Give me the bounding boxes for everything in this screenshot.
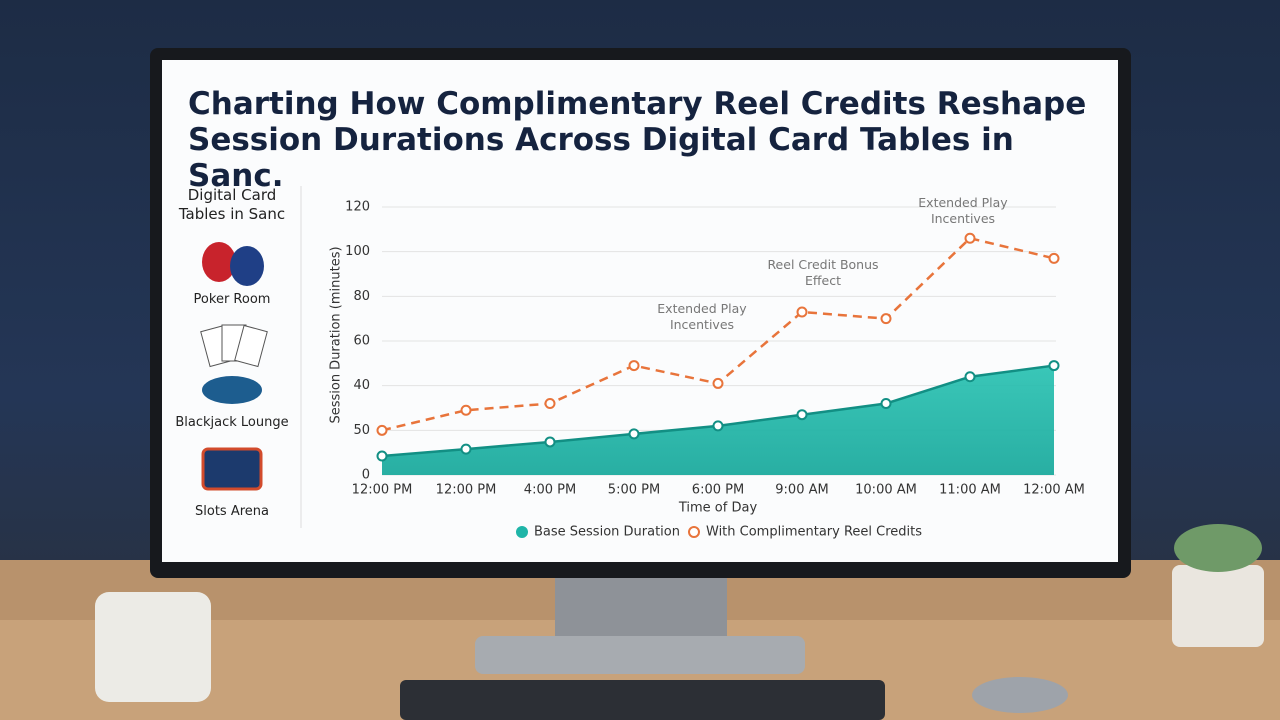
area — [382, 365, 1054, 475]
point — [880, 398, 892, 410]
point — [712, 377, 724, 389]
y-tick-label: 60 — [353, 334, 370, 349]
monitor-base — [475, 636, 805, 674]
point — [964, 232, 976, 244]
y-tick-label: 0 — [362, 468, 370, 483]
x-tick-label: 9:00 AM — [775, 483, 828, 498]
plant-pot — [1172, 565, 1264, 647]
x-tick-label: 10:00 AM — [855, 483, 917, 498]
point — [964, 371, 976, 383]
point — [628, 428, 640, 440]
point — [1048, 360, 1060, 372]
keyboard — [400, 680, 885, 720]
point — [1048, 252, 1060, 264]
point — [796, 306, 808, 318]
x-tick-label: 11:00 AM — [939, 483, 1001, 498]
x-tick-label: 12:00 PM — [436, 483, 497, 498]
point — [544, 398, 556, 410]
legend-marker — [516, 526, 528, 538]
point — [544, 436, 556, 448]
poker-icon — [202, 242, 264, 286]
mouse — [972, 677, 1068, 713]
point — [376, 450, 388, 462]
x-tick-label: 6:00 PM — [692, 483, 744, 498]
point — [712, 420, 724, 432]
legend-label: Base Session Duration — [534, 525, 680, 540]
annotation: Extended Play Incentives — [657, 301, 747, 332]
chart-title: Charting How Complimentary Reel Credits … — [188, 86, 1087, 194]
legend-label: With Complimentary Reel Credits — [706, 525, 922, 540]
slots-icon — [201, 447, 263, 491]
point — [880, 313, 892, 325]
mug — [95, 592, 211, 702]
cards-icon — [200, 324, 268, 368]
point — [376, 424, 388, 436]
x-tick-label: 12:00 PM — [352, 483, 413, 498]
y-tick-label: 120 — [345, 200, 370, 215]
sidebar-title: Digital Card Tables in Sanc — [178, 186, 286, 223]
point — [796, 409, 808, 421]
annotation: Reel Credit Bonus Effect — [767, 257, 879, 288]
point — [460, 443, 472, 455]
y-tick-label: 80 — [353, 289, 370, 304]
plant — [1174, 524, 1262, 572]
sidebar-item: Slots Arena — [195, 504, 269, 519]
screen — [162, 60, 1118, 562]
x-tick-label: 5:00 PM — [608, 483, 660, 498]
y-tick-label: 50 — [353, 423, 370, 438]
y-axis-label: Session Duration (minutes) — [329, 246, 344, 423]
x-axis-label: Time of Day — [678, 501, 758, 516]
annotation: Extended Play Incentives — [918, 195, 1008, 226]
sidebar-item: Blackjack Lounge — [175, 415, 289, 430]
y-tick-label: 100 — [345, 244, 370, 259]
sidebar-item: Poker Room — [193, 292, 271, 307]
legend-marker — [688, 526, 700, 538]
monitor-stand — [555, 578, 727, 640]
blackjack-icon — [202, 376, 262, 404]
x-tick-label: 4:00 PM — [524, 483, 576, 498]
y-tick-label: 40 — [353, 378, 370, 393]
x-tick-label: 12:00 AM — [1023, 483, 1085, 498]
point — [628, 360, 640, 372]
point — [460, 404, 472, 416]
